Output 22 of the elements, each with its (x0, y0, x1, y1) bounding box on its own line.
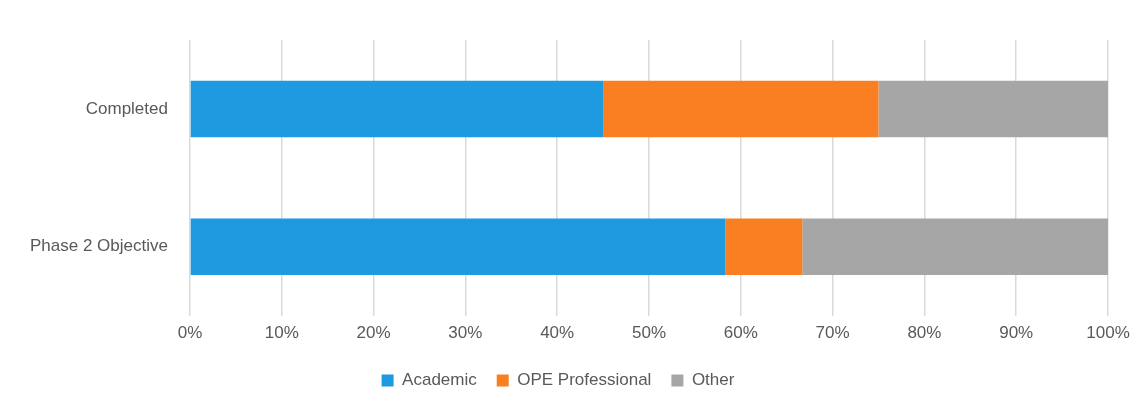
x-tick-label: 40% (540, 323, 575, 343)
legend-label: Other (691, 370, 735, 390)
bar (603, 80, 879, 138)
y-tick-label: Phase 2 Objective (30, 236, 168, 256)
x-tick-label: 30% (448, 323, 483, 343)
bar (725, 218, 803, 275)
x-tick-label: 80% (907, 323, 942, 343)
x-tick-label: 70% (815, 323, 850, 343)
bar (802, 218, 1108, 275)
x-tick-label: 60% (723, 323, 758, 343)
x-tick-label: 100% (1086, 323, 1130, 343)
x-tick-label: 10% (264, 323, 299, 343)
x-tick-label: 20% (356, 323, 391, 343)
legend-label: OPE Professional (517, 370, 652, 390)
x-tick-label: 90% (999, 323, 1034, 343)
x-tick-label: 0% (177, 323, 203, 343)
bar (190, 80, 604, 138)
legend-label: Academic (402, 370, 478, 390)
x-tick-label: 50% (631, 323, 666, 343)
bar (190, 218, 726, 275)
bar (878, 80, 1108, 138)
y-tick-label: Completed (85, 98, 168, 118)
